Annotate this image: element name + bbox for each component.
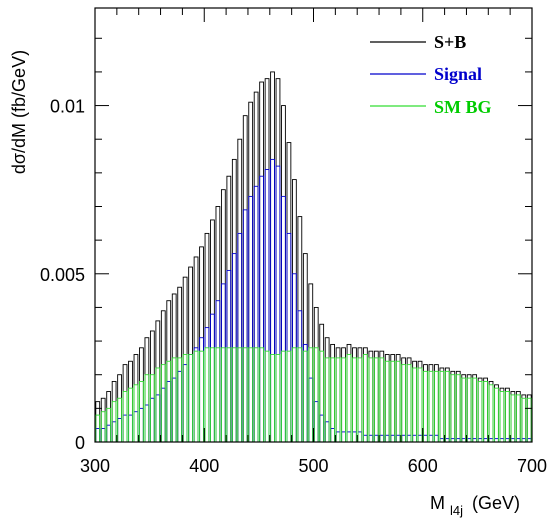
x-tick-label: 400 (189, 456, 219, 476)
axis-ticks (94, 8, 533, 443)
x-tick-label: 300 (80, 456, 110, 476)
legend-label-signal: Signal (434, 64, 482, 84)
x-axis-title-sub: l4j (450, 503, 463, 518)
axis-tick-labels: 300 400 500 600 700 0 0.005 0.01 (40, 97, 547, 476)
x-tick-label: 600 (408, 456, 438, 476)
x-axis-title: M l4j (GeV) (430, 493, 520, 519)
legend-item-smbg: SM BG (370, 97, 492, 117)
legend: S+B Signal SM BG (370, 32, 492, 117)
y-tick-label: 0.005 (40, 265, 85, 285)
legend-item-sb: S+B (370, 32, 466, 52)
x-axis-title-main: M (430, 493, 445, 513)
legend-label-smbg: SM BG (434, 97, 492, 117)
y-axis-title: dσ/dM (fb/GeV) (9, 50, 29, 174)
legend-item-signal: Signal (370, 64, 482, 84)
series-sm-bg (95, 347, 532, 443)
x-tick-label: 700 (517, 456, 547, 476)
x-axis-title-unit: (GeV) (472, 493, 520, 513)
y-tick-label: 0.01 (50, 97, 85, 117)
legend-label-sb: S+B (434, 32, 466, 52)
y-tick-label: 0 (75, 433, 85, 453)
x-tick-label: 500 (298, 456, 328, 476)
